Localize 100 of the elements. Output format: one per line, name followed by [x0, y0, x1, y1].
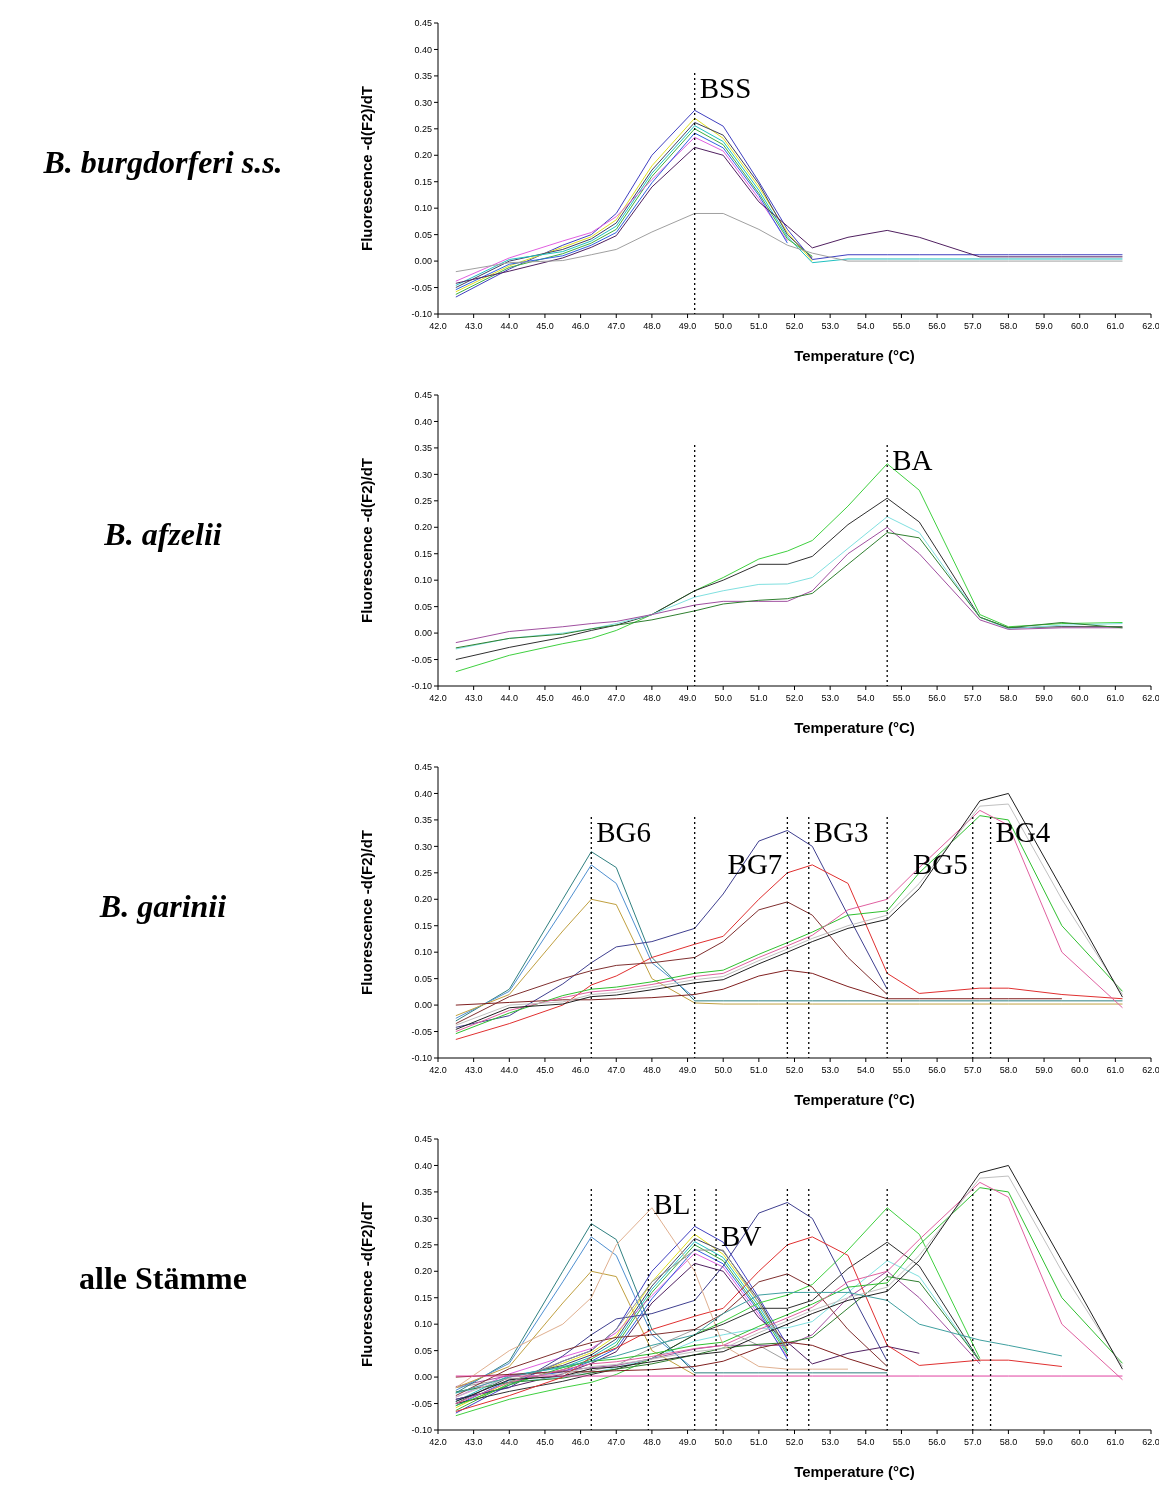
x-tick-label: 43.0	[464, 1065, 483, 1075]
x-tick-label: 55.0	[892, 693, 911, 703]
y-tick-label: 0.30	[414, 469, 432, 480]
y-tick-label: 0.30	[414, 841, 432, 852]
x-tick-label: 59.0	[1035, 1065, 1053, 1075]
y-tick-label: 0.20	[414, 522, 432, 533]
y-tick-label: 0.35	[414, 1187, 432, 1198]
y-tick-label: 0.25	[414, 123, 432, 134]
x-tick-label: 57.0	[963, 693, 982, 703]
x-tick-label: 44.0	[500, 1437, 519, 1447]
text: B. garinii	[98, 888, 227, 924]
y-tick-label: 0.45	[414, 18, 432, 29]
ref-line-label: BG7	[727, 848, 783, 881]
y-tick-label: 0.40	[414, 44, 432, 55]
x-tick-label: 58.0	[999, 1437, 1018, 1447]
x-tick-label: 46.0	[571, 693, 590, 703]
x-tick-label: 58.0	[999, 693, 1018, 703]
y-tick-label: 0.15	[414, 920, 432, 931]
y-tick-label: 0.20	[414, 150, 432, 161]
x-tick-label: 61.0	[1106, 1065, 1125, 1075]
y-axis-title: Fluorescence -d(F2)/dT	[358, 829, 375, 996]
x-tick-label: 61.0	[1106, 693, 1125, 703]
x-tick-label: 45.0	[536, 693, 554, 703]
y-tick-label: 0.25	[414, 867, 432, 878]
y-tick-label: -0.05	[411, 282, 432, 293]
x-tick-label: 58.0	[999, 1065, 1018, 1075]
y-tick-label: 0.40	[414, 788, 432, 799]
x-tick-label: 52.0	[785, 1437, 804, 1447]
text: B. burgdorferi s.s.	[42, 144, 283, 180]
x-tick-label: 57.0	[963, 1065, 982, 1075]
x-tick-label: 50.0	[714, 693, 732, 703]
x-tick-label: 55.0	[892, 1437, 911, 1447]
x-tick-label: 51.0	[750, 321, 768, 331]
y-tick-label: 0.20	[414, 894, 432, 905]
x-tick-label: 58.0	[999, 321, 1018, 331]
x-tick-label: 56.0	[928, 1065, 946, 1075]
y-axis-title: Fluorescence -d(F2)/dT	[358, 1201, 375, 1368]
ref-line-label: BA	[892, 444, 933, 477]
x-tick-label: 52.0	[785, 1065, 804, 1075]
text: B. afzelii	[103, 516, 222, 552]
y-tick-label: -0.05	[411, 654, 432, 665]
y-tick-label: 0.05	[414, 601, 432, 612]
x-tick-label: 42.0	[429, 693, 447, 703]
x-tick-label: 57.0	[963, 1437, 982, 1447]
x-tick-label: 59.0	[1035, 321, 1053, 331]
x-tick-label: 45.0	[536, 321, 554, 331]
ref-line-label: BSS	[699, 72, 752, 105]
x-tick-label: 42.0	[429, 321, 447, 331]
y-axis-title: Fluorescence -d(F2)/dT	[358, 457, 375, 624]
y-tick-label: 0.05	[414, 1345, 432, 1356]
x-axis-title: Temperature (°C)	[794, 1091, 915, 1108]
x-tick-label: 43.0	[464, 693, 483, 703]
x-tick-label: 62.0	[1142, 321, 1160, 331]
y-tick-label: -0.10	[411, 309, 432, 320]
x-tick-label: 55.0	[892, 321, 911, 331]
y-tick-label: 0.45	[414, 390, 432, 401]
y-tick-label: 0.15	[414, 1292, 432, 1303]
x-tick-label: 60.0	[1070, 1437, 1089, 1447]
x-tick-label: 54.0	[857, 1437, 875, 1447]
x-axis-title: Temperature (°C)	[794, 1463, 915, 1480]
ref-line-label: BG3	[813, 816, 869, 849]
x-tick-label: 62.0	[1142, 1437, 1160, 1447]
x-tick-label: 47.0	[607, 1065, 626, 1075]
x-tick-label: 60.0	[1070, 693, 1089, 703]
x-tick-label: 53.0	[821, 321, 839, 331]
y-tick-label: 0.15	[414, 548, 432, 559]
y-tick-label: 0.20	[414, 1266, 432, 1277]
y-tick-label: 0.05	[414, 973, 432, 984]
y-tick-label: -0.10	[411, 1425, 432, 1436]
ref-line-label: BL	[653, 1188, 691, 1221]
x-tick-label: 59.0	[1035, 693, 1053, 703]
y-tick-label: 0.05	[414, 229, 432, 240]
x-tick-label: 54.0	[857, 321, 875, 331]
x-tick-label: 56.0	[928, 693, 946, 703]
y-tick-label: 0.35	[414, 71, 432, 82]
y-tick-label: 0.45	[414, 1134, 432, 1145]
x-tick-label: 51.0	[750, 1065, 768, 1075]
x-axis-title: Temperature (°C)	[794, 347, 915, 364]
ref-line-label: BG6	[596, 816, 652, 849]
y-tick-label: 0.10	[414, 575, 432, 586]
x-tick-label: 56.0	[928, 1437, 946, 1447]
x-tick-label: 43.0	[464, 321, 483, 331]
y-tick-label: 0.30	[414, 97, 432, 108]
x-tick-label: 50.0	[714, 321, 732, 331]
x-tick-label: 49.0	[678, 693, 697, 703]
x-tick-label: 44.0	[500, 693, 519, 703]
text: alle Stämme	[79, 1260, 247, 1296]
y-tick-label: 0.10	[414, 203, 432, 214]
x-tick-label: 45.0	[536, 1437, 554, 1447]
x-tick-label: 49.0	[678, 1437, 697, 1447]
x-tick-label: 44.0	[500, 321, 519, 331]
x-tick-label: 52.0	[785, 693, 804, 703]
y-axis-title: Fluorescence -d(F2)/dT	[358, 85, 375, 252]
ref-line-label: BV	[721, 1220, 762, 1253]
y-tick-label: 0.35	[414, 443, 432, 454]
x-tick-label: 48.0	[643, 1437, 661, 1447]
y-tick-label: -0.10	[411, 681, 432, 692]
y-tick-label: 0.35	[414, 815, 432, 826]
x-tick-label: 61.0	[1106, 1437, 1125, 1447]
y-tick-label: 0.00	[414, 628, 432, 639]
